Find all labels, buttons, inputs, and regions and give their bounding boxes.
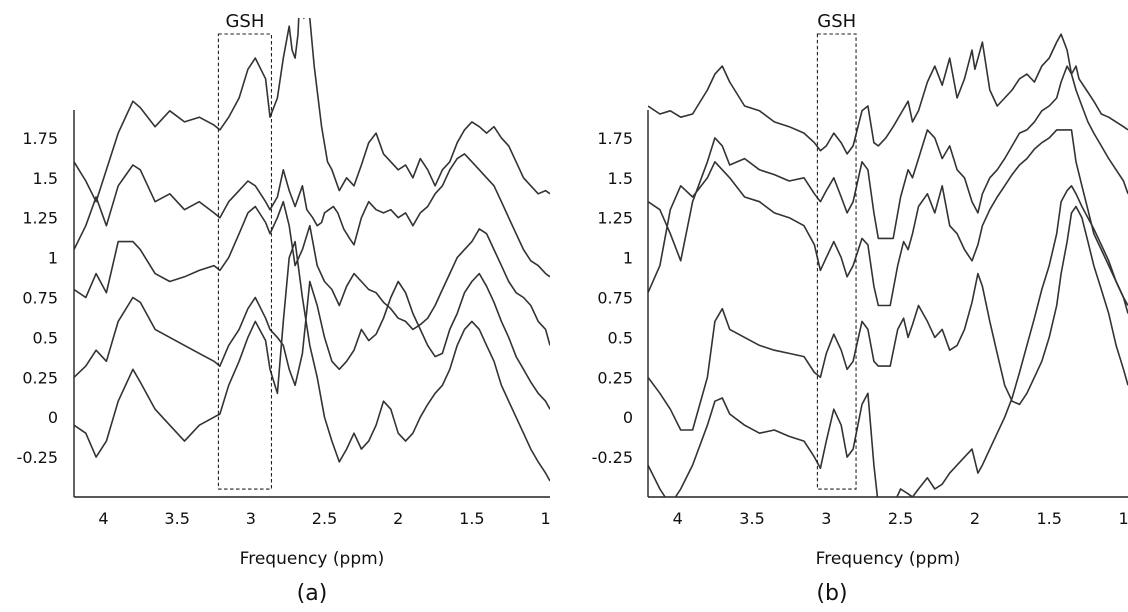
y-tick-label: 1.75: [22, 129, 58, 148]
y-tick-label: 0: [623, 408, 633, 427]
spectrum-trace-4: [648, 205, 1128, 431]
y-tick-label: -0.25: [592, 448, 633, 467]
gsh-label: GSH: [817, 11, 856, 32]
y-tick-label: 0.25: [22, 368, 58, 387]
y-tick-label: 1.75: [597, 129, 633, 148]
spectrum-trace-2: [308, 18, 550, 195]
x-tick-label: 2.5: [312, 509, 337, 528]
spectrum-trace-4: [74, 200, 550, 346]
x-tick-label: 1: [1118, 509, 1128, 528]
x-axis-label: Frequency (ppm): [240, 549, 385, 569]
panel-label: (a): [297, 581, 328, 606]
y-tick-label: 1.25: [597, 209, 633, 228]
x-tick-label: 1.5: [1037, 509, 1062, 528]
y-tick-label: 0.75: [22, 289, 58, 308]
gsh-label: GSH: [225, 11, 264, 32]
x-tick-label: 4: [98, 509, 108, 528]
x-tick-label: 2: [393, 509, 403, 528]
x-tick-label: 4: [673, 509, 683, 528]
panel-label: (b): [816, 581, 847, 606]
spectrum-trace-3: [648, 129, 1128, 307]
y-tick-label: -0.25: [17, 448, 58, 467]
x-tick-label: 2: [970, 509, 980, 528]
panel-b: -0.25 0 0.25 0.5 0.75 1 1.25 1.5 1.75 4 3.5 3 2.5 2 1.…: [592, 11, 1128, 606]
y-tick-label: 1: [623, 249, 633, 268]
spectrum-trace-6: [74, 240, 550, 482]
x-tick-label: 2.5: [888, 509, 913, 528]
y-tick-label: 0.5: [33, 328, 58, 347]
spectrum-trace-1: [648, 33, 1128, 155]
y-tick-label: 0.5: [608, 328, 633, 347]
y-tick-label: 1.25: [22, 209, 58, 228]
spectrum-trace-5: [74, 272, 550, 410]
y-tick-label: 1.5: [608, 169, 633, 188]
y-tick-label: 0.25: [597, 368, 633, 387]
y-tick-label: 1.5: [33, 169, 58, 188]
x-tick-label: 3.5: [739, 509, 764, 528]
x-tick-label: 1: [540, 509, 550, 528]
x-tick-label: 3: [246, 509, 256, 528]
spectrum-trace-2: [648, 65, 1128, 262]
gsh-region-box: [816, 33, 857, 490]
x-tick-label: 1.5: [459, 509, 484, 528]
x-tick-label: 3: [821, 509, 831, 528]
spectrum-trace-1: [74, 18, 305, 203]
y-tick-label: 0: [48, 408, 58, 427]
y-tick-label: 1: [48, 249, 58, 268]
x-axis-label: Frequency (ppm): [816, 549, 961, 569]
x-tick-label: 3.5: [164, 509, 189, 528]
spectrum-trace-5: [648, 185, 1128, 497]
gsh-region-box: [217, 33, 273, 490]
panel-a: -0.25 0 0.25 0.5 0.75 1 1.25 1.5 1.75 4 3.5 3 2.5 2 1.…: [17, 11, 551, 606]
spectrum-trace-3: [74, 153, 550, 278]
y-tick-label: 0.75: [597, 289, 633, 308]
